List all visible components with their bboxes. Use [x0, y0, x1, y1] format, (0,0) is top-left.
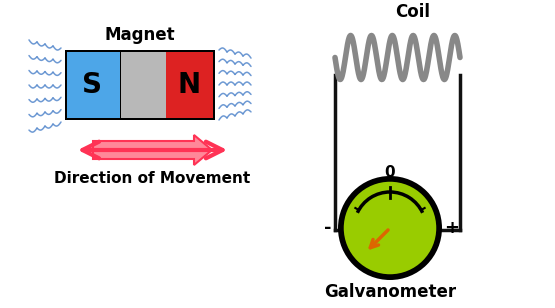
- Text: 0: 0: [385, 164, 395, 180]
- Text: S: S: [82, 71, 102, 99]
- Circle shape: [338, 176, 442, 280]
- Text: Galvanometer: Galvanometer: [324, 283, 456, 301]
- Text: N: N: [178, 71, 200, 99]
- Bar: [65, 50, 215, 120]
- Circle shape: [342, 180, 438, 276]
- Text: Direction of Movement: Direction of Movement: [54, 171, 251, 185]
- Bar: [166, 52, 213, 118]
- Text: -: -: [324, 219, 332, 237]
- Text: +: +: [445, 219, 460, 237]
- Text: Coil: Coil: [395, 3, 430, 21]
- Bar: [121, 52, 166, 118]
- FancyArrow shape: [93, 135, 212, 165]
- Text: Magnet: Magnet: [105, 26, 175, 44]
- Bar: [67, 52, 120, 118]
